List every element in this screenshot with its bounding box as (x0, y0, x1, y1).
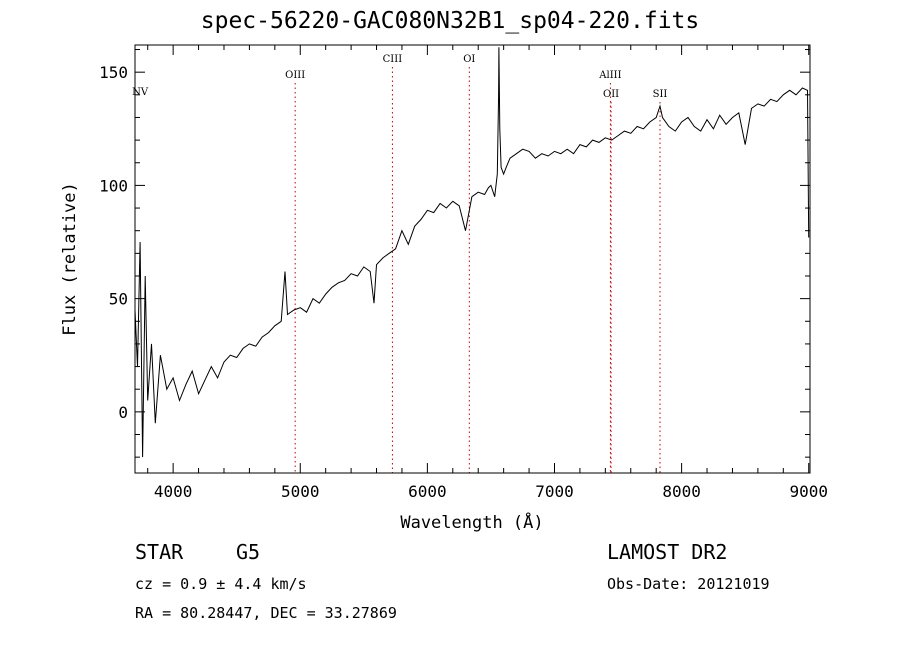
survey-name: LAMOST DR2 (607, 540, 728, 564)
spectrum-line (134, 47, 810, 458)
x-tick-label: 7000 (535, 482, 574, 501)
redshift-velocity: cz = 0.9 ± 4.4 km/s (135, 575, 307, 593)
line-marker-label: CIII (383, 54, 403, 65)
object-class: STAR (135, 540, 184, 564)
y-axis-label: Flux (relative) (60, 182, 80, 336)
y-tick-label: 0 (118, 403, 128, 422)
x-tick-label: 8000 (662, 482, 701, 501)
x-tick-label: 4000 (154, 482, 193, 501)
line-marker-label: OIII (285, 70, 305, 81)
chart-title: spec-56220-GAC080N32B1_sp04-220.fits (200, 8, 700, 34)
x-tick-label: 5000 (281, 482, 320, 501)
y-tick-label: 50 (109, 290, 128, 309)
line-marker-label: SII (653, 89, 668, 100)
line-marker-label: OI (463, 54, 475, 65)
line-marker-label: AlIII (598, 70, 621, 81)
object-subclass: G5 (236, 540, 261, 564)
observation-date: Obs-Date: 20121019 (607, 575, 770, 593)
axis-ticks: 4000 5000 6000 7000 8000 9000 0 50 100 150 (99, 45, 828, 501)
y-tick-label: 100 (99, 176, 128, 195)
line-marker-label: NV (132, 87, 149, 98)
x-tick-label: 9000 (789, 482, 828, 501)
line-markers: NV OIII CIII OI AlIII OII SII (132, 54, 667, 473)
line-marker-label: OII (603, 89, 619, 100)
x-tick-label: 6000 (408, 482, 447, 501)
y-tick-label: 150 (99, 63, 128, 82)
plot-frame (134, 44, 811, 474)
x-axis-label: Wavelength (Å) (400, 511, 543, 533)
coordinates: RA = 80.28447, DEC = 33.27869 (135, 604, 397, 622)
